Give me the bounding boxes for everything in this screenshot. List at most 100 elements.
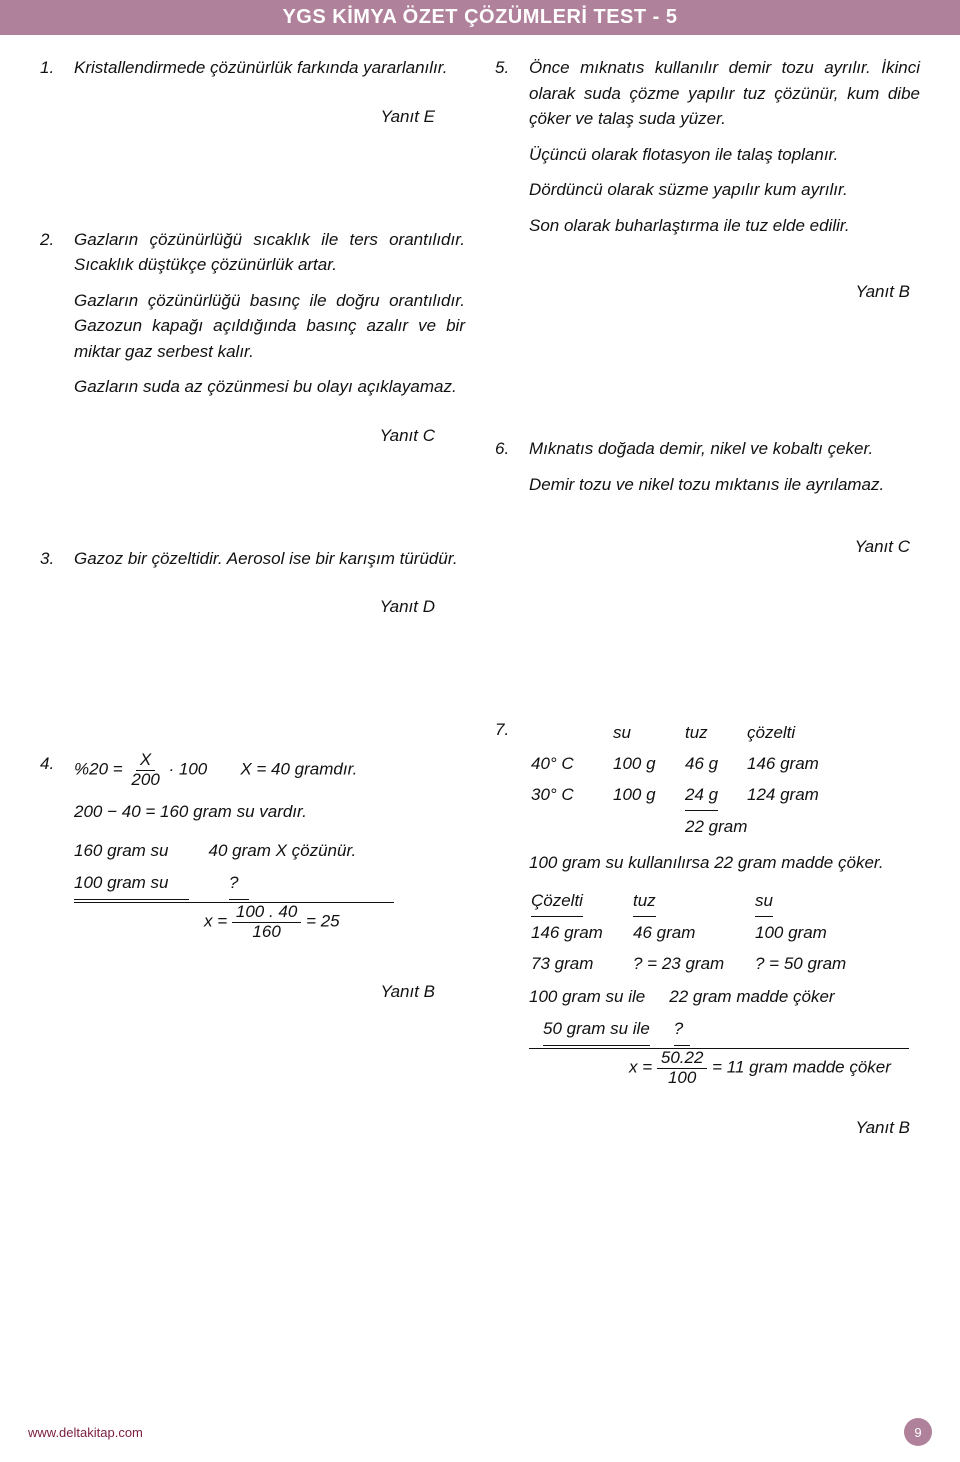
q7-l3b: ? <box>674 1013 690 1046</box>
spacer <box>40 657 465 717</box>
q1-number: 1. <box>40 55 74 91</box>
q5-p4: Son olarak buharlaştırma ile tuz elde ed… <box>529 213 920 239</box>
q5-p3: Dördüncü olarak süzme yapılır kum ayrılı… <box>529 177 920 203</box>
q7-r2-su: 100 g <box>613 781 683 811</box>
q2-p3: Gazların suda az çözünmesi bu olayı açık… <box>74 374 465 400</box>
q2-number: 2. <box>40 227 74 410</box>
q6-p2: Demir tozu ve nikel tozu mıktanıs ile ay… <box>529 472 920 498</box>
q5-p2: Üçüncü olarak flotasyon ile talaş toplan… <box>529 142 920 168</box>
q7-h2-tuz: tuz <box>633 887 656 917</box>
q7-r4-coz: 73 gram <box>531 950 631 979</box>
q4-l4b: ? <box>229 867 249 900</box>
q4-frac2: 100 . 40 160 <box>232 903 301 941</box>
q7-answer: Yanıt B <box>495 1118 910 1138</box>
spacer <box>40 167 465 227</box>
q3-body: Gazoz bir çözeltidir. Aerosol ise bir ka… <box>74 546 465 582</box>
q7-xline: x = 50.22 100 = 11 gram madde çöker <box>529 1049 920 1087</box>
q3: 3. Gazoz bir çözeltidir. Aerosol ise bir… <box>40 546 465 582</box>
q4-frac2-bot: 160 <box>248 923 284 942</box>
table-row: 73 gram ? = 23 gram ? = 50 gram <box>531 950 856 979</box>
table-row: 40° C 100 g 46 g 146 gram <box>531 750 829 779</box>
q7-r1-su: 100 g <box>613 750 683 779</box>
page-footer: www.deltakitap.com 9 <box>0 1418 960 1446</box>
q4-xresult: X = 40 gramdır. <box>240 760 357 779</box>
q4: 4. %20 = X 200 · 100 X = 40 gramdır. 200… <box>40 751 465 942</box>
q7-r3-coz: 146 gram <box>531 919 631 948</box>
q6-body: Mıknatıs doğada demir, nikel ve kobaltı … <box>529 436 920 507</box>
q1-text: Kristallendirmede çözünürlük farkında ya… <box>74 55 465 81</box>
q7-r1-tuz: 46 g <box>685 750 745 779</box>
q7-xeq: x = <box>629 1058 657 1077</box>
q5-answer: Yanıt B <box>495 282 910 302</box>
q2-p2: Gazların çözünürlüğü basınç ile doğru or… <box>74 288 465 365</box>
q1-body: Kristallendirmede çözünürlük farkında ya… <box>74 55 465 91</box>
q7-table2: Çözelti tuz su 146 gram 46 gram 100 gram… <box>529 885 858 981</box>
q4-number: 4. <box>40 751 74 942</box>
content-area: 1. Kristallendirmede çözünürlük farkında… <box>0 35 960 1228</box>
q7-eq11: = 11 gram madde çöker <box>712 1058 891 1077</box>
q7-l3a: 50 gram su ile <box>543 1013 650 1046</box>
q7-r3-su: 100 gram <box>755 919 856 948</box>
q7-r2-t: 30° C <box>531 781 611 811</box>
q2-body: Gazların çözünürlüğü sıcaklık ile ters o… <box>74 227 465 410</box>
q2-answer: Yanıt C <box>40 426 435 446</box>
table-row: 30° C 100 g 24 g 124 gram <box>531 781 829 811</box>
spacer <box>495 342 920 402</box>
q7-h2-coz: Çözelti <box>531 887 583 917</box>
q7-l2b: 22 gram madde çöker <box>669 981 834 1013</box>
q7-l2a: 100 gram su ile <box>529 981 645 1013</box>
spacer <box>495 402 920 436</box>
q7-frac: 50.22 100 <box>657 1049 708 1087</box>
table-row: 22 gram <box>531 813 829 842</box>
q5-body: Önce mıknatıs kullanılır demir tozu ayrı… <box>529 55 920 248</box>
q4-l3b: 40 gram X çözünür. <box>209 835 357 867</box>
q4-line1: %20 = X 200 · 100 X = 40 gramdır. <box>74 751 465 789</box>
q7-r3-tuz: 46 gram <box>633 919 753 948</box>
q5: 5. Önce mıknatıs kullanılır demir tozu a… <box>495 55 920 248</box>
q7: 7. su tuz çözelti 40° C 100 g 46 g 146 g… <box>495 717 920 1088</box>
q4-frac1-top: X <box>136 751 155 771</box>
q2: 2. Gazların çözünürlüğü sıcaklık ile ter… <box>40 227 465 410</box>
q7-table1: su tuz çözelti 40° C 100 g 46 g 146 gram… <box>529 717 831 844</box>
q6-answer: Yanıt C <box>495 537 910 557</box>
q7-h-su: su <box>613 719 683 748</box>
q7-r1-t: 40° C <box>531 750 611 779</box>
q4-prefix: %20 = <box>74 760 127 779</box>
spacer <box>495 657 920 717</box>
q5-p1: Önce mıknatıs kullanılır demir tozu ayrı… <box>529 55 920 132</box>
q3-text: Gazoz bir çözeltidir. Aerosol ise bir ka… <box>74 546 465 572</box>
page-header: YGS KİMYA ÖZET ÇÖZÜMLERİ TEST - 5 <box>0 0 960 35</box>
q4-eq25: = 25 <box>306 912 340 931</box>
q4-body: %20 = X 200 · 100 X = 40 gramdır. 200 − … <box>74 751 465 942</box>
left-column: 1. Kristallendirmede çözünürlük farkında… <box>40 55 465 1178</box>
q1: 1. Kristallendirmede çözünürlük farkında… <box>40 55 465 91</box>
q6: 6. Mıknatıs doğada demir, nikel ve kobal… <box>495 436 920 507</box>
q4-frac1-bot: 200 <box>127 771 163 790</box>
q7-h-tuz: tuz <box>685 719 745 748</box>
spacer <box>495 597 920 657</box>
page-number: 9 <box>904 1418 932 1446</box>
q7-r4-tuz: ? = 23 gram <box>633 950 753 979</box>
spacer <box>40 486 465 546</box>
footer-url: www.deltakitap.com <box>28 1425 143 1440</box>
q3-number: 3. <box>40 546 74 582</box>
q4-frac2-top: 100 . 40 <box>232 903 301 923</box>
q4-xline: x = 100 . 40 160 = 25 <box>74 903 465 941</box>
q7-block2: 100 gram su ile 22 gram madde çöker 50 g… <box>529 981 920 1088</box>
q3-answer: Yanıt D <box>40 597 435 617</box>
q4-xeq: x = <box>204 912 232 931</box>
q7-number: 7. <box>495 717 529 1088</box>
q7-h-coz: çözelti <box>747 719 829 748</box>
right-column: 5. Önce mıknatıs kullanılır demir tozu a… <box>495 55 920 1178</box>
q7-r2-tuz: 24 g <box>685 781 718 811</box>
table-row: 146 gram 46 gram 100 gram <box>531 919 856 948</box>
q7-r2-coz: 124 gram <box>747 781 829 811</box>
spacer <box>40 717 465 751</box>
q5-number: 5. <box>495 55 529 248</box>
q7-diff: 22 gram <box>685 813 829 842</box>
table-row: Çözelti tuz su <box>531 887 856 917</box>
q4-answer: Yanıt B <box>40 982 435 1002</box>
q2-p1: Gazların çözünürlüğü sıcaklık ile ters o… <box>74 227 465 278</box>
q6-number: 6. <box>495 436 529 507</box>
q4-line2: 200 − 40 = 160 gram su vardır. <box>74 799 465 825</box>
